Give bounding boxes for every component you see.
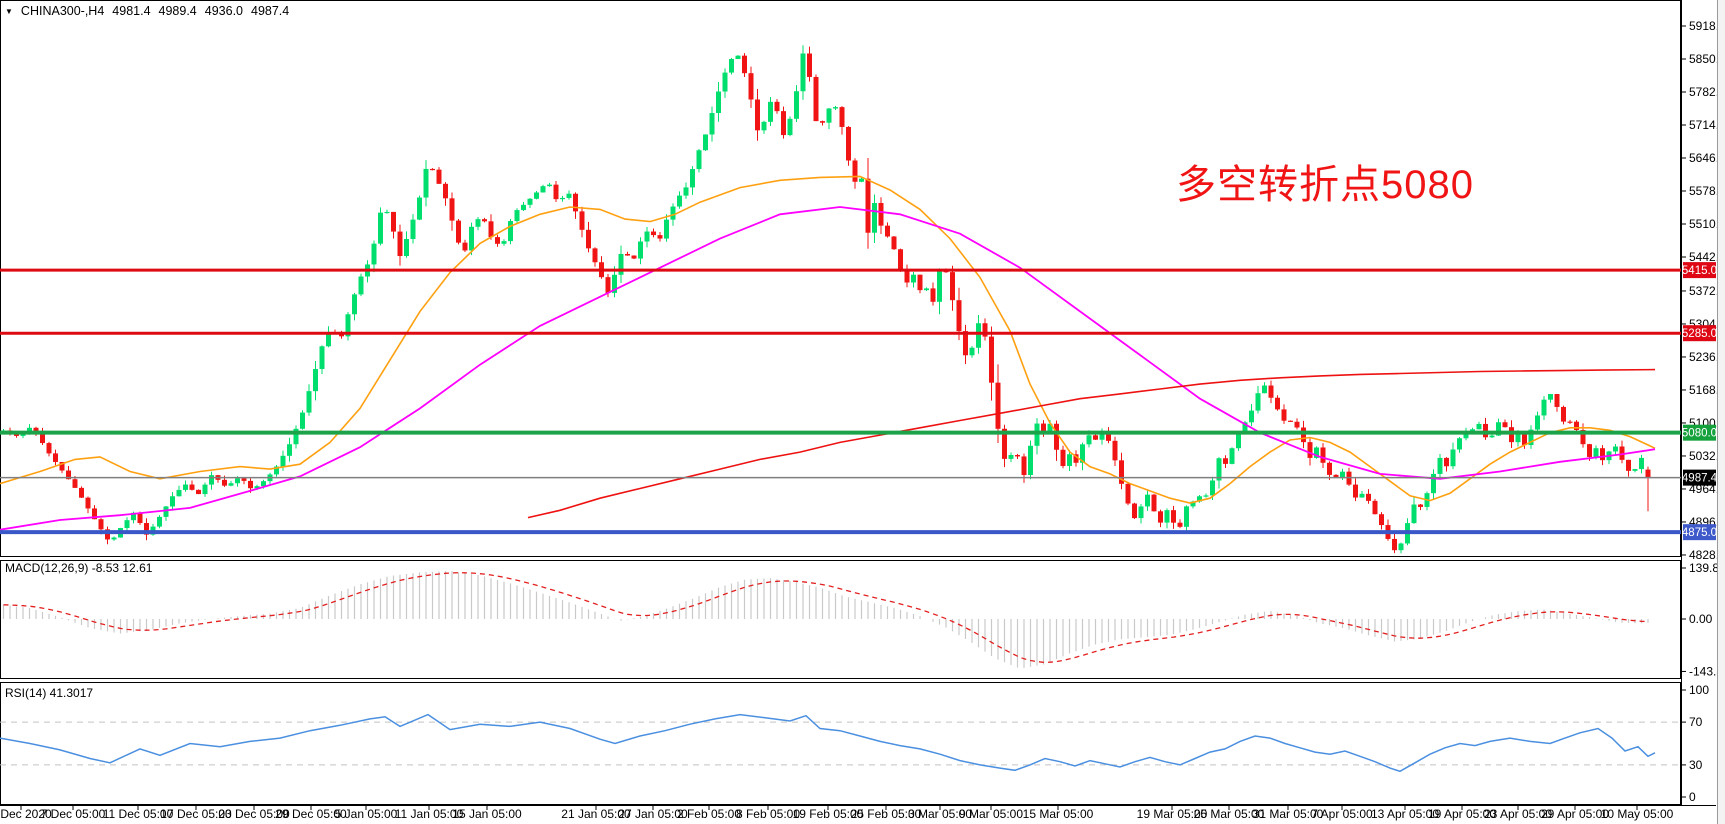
svg-text:4987.4: 4987.4 (1682, 473, 1718, 485)
time-tick-label: 7 Dec 05:00 (41, 807, 106, 821)
time-tick-label: 7 Apr 05:00 (1311, 807, 1373, 821)
time-tick-label: 19 Apr 05:00 (1428, 807, 1496, 821)
price-flag-5415.0: 5415.0 (1682, 262, 1717, 279)
price-flag-5285.0: 5285.0 (1682, 325, 1717, 342)
svg-text:5285.0: 5285.0 (1682, 328, 1717, 340)
rsi-tick-label: 70 (1689, 715, 1703, 729)
time-tick-label: 31 Mar 05:00 (1253, 807, 1324, 821)
ohlc-high: 4989.4 (158, 4, 197, 18)
time-tick-label: 25 Mar 05:00 (1194, 807, 1265, 821)
price-flag-4875.0: 4875.0 (1682, 524, 1717, 541)
svg-text:5415.0: 5415.0 (1682, 265, 1717, 277)
price-tick-label: 5850.0 (1689, 52, 1725, 66)
time-tick-label: 13 Apr 05:00 (1371, 807, 1439, 821)
price-tick-label: 5032.0 (1689, 449, 1725, 463)
macd-panel-border (0, 560, 1681, 679)
rsi-indicator-label: RSI(14) 41.3017 (5, 686, 94, 700)
svg-text:5080.0: 5080.0 (1682, 428, 1717, 440)
time-tick-label: 1 Dec 2020 (0, 807, 52, 821)
price-tick-label: 5372.0 (1689, 284, 1725, 298)
time-tick-label: 15 Mar 05:00 (1023, 807, 1094, 821)
price-tick-label: 5578.0 (1689, 184, 1725, 198)
candles-layer (1, 45, 1651, 554)
time-tick-label: 29 Dec 05:00 (275, 807, 347, 821)
window-edge-scrollbar[interactable] (1717, 0, 1725, 824)
price-tick-label: 5510.0 (1689, 217, 1725, 231)
price-tick-label: 5236.0 (1689, 350, 1725, 364)
rsi-tick-label: 30 (1689, 758, 1703, 772)
price-tick-label: 5168.0 (1689, 383, 1725, 397)
time-tick-label: 2 Feb 05:00 (677, 807, 741, 821)
time-tick-label: 29 Apr 05:00 (1541, 807, 1609, 821)
rsi-tick-label: 100 (1689, 683, 1709, 697)
time-tick-label: 11 Jan 05:00 (395, 807, 464, 821)
time-tick-label: 17 Dec 05:00 (160, 807, 232, 821)
svg-text:4875.0: 4875.0 (1682, 527, 1717, 539)
macd-tick-label: -143.82 (1689, 664, 1725, 678)
ma-mid-magenta (0, 206, 1656, 531)
time-tick-label: 23 Apr 05:00 (1484, 807, 1552, 821)
annotation-text: 多空转折点5080 (1176, 163, 1474, 207)
rsi-line (0, 713, 1656, 773)
price-tick-label: 5442.0 (1689, 250, 1725, 264)
ma-slow-red (527, 368, 1656, 519)
ohlc-open: 4981.4 (112, 4, 151, 18)
symbol-title: CHINA300-,H4 (20, 4, 105, 18)
time-tick-label: 19 Mar 05:00 (1137, 807, 1208, 821)
price-flag-4987.4: 4987.4 (1682, 469, 1718, 486)
macd-layer (2, 571, 1649, 668)
price-tick-label: 5782.0 (1689, 85, 1725, 99)
price-tick-label: 5714.0 (1689, 118, 1725, 132)
time-tick-label: 10 May 05:00 (1601, 807, 1674, 821)
ohlc-close: 4987.4 (251, 4, 290, 18)
time-tick-label: 27 Jan 05:00 (618, 807, 688, 821)
ma-fast-orange (0, 175, 1656, 504)
price-tick-label: 5918.0 (1689, 19, 1725, 33)
rsi-tick-label: 0 (1689, 790, 1696, 804)
price-tick-label: 5646.0 (1689, 151, 1725, 165)
time-tick-label: 15 Jan 05:00 (452, 807, 522, 821)
time-tick-label: 25 Feb 05:00 (851, 807, 922, 821)
time-tick-label: 5 Jan 05:00 (335, 807, 398, 821)
time-tick-label: 23 Dec 05:00 (218, 807, 290, 821)
time-tick-label: 3 Mar 05:00 (908, 807, 972, 821)
ohlc-low: 4936.0 (204, 4, 243, 18)
collapse-indicator-icon[interactable]: ▼ (5, 6, 13, 16)
time-tick-label: 8 Feb 05:00 (736, 807, 800, 821)
macd-tick-label: 139.86 (1689, 561, 1725, 575)
rsi-panel-border (0, 682, 1681, 805)
symbol-info-bar: ▼ CHINA300-,H4 4981.4 4989.4 4936.0 4987… (5, 4, 289, 18)
time-tick-label: 21 Jan 05:00 (561, 807, 631, 821)
price-tick-label: 4828.0 (1689, 548, 1725, 562)
main-panel-border (0, 0, 1681, 557)
macd-indicator-label: MACD(12,26,9) -8.53 12.61 (5, 561, 153, 575)
time-tick-label: 19 Feb 05:00 (793, 807, 864, 821)
macd-tick-label: 0.00 (1689, 612, 1713, 626)
time-tick-label: 11 Dec 05:00 (103, 807, 174, 821)
time-tick-label: 9 Mar 05:00 (959, 807, 1023, 821)
price-flag-5080.0: 5080.0 (1682, 424, 1717, 441)
